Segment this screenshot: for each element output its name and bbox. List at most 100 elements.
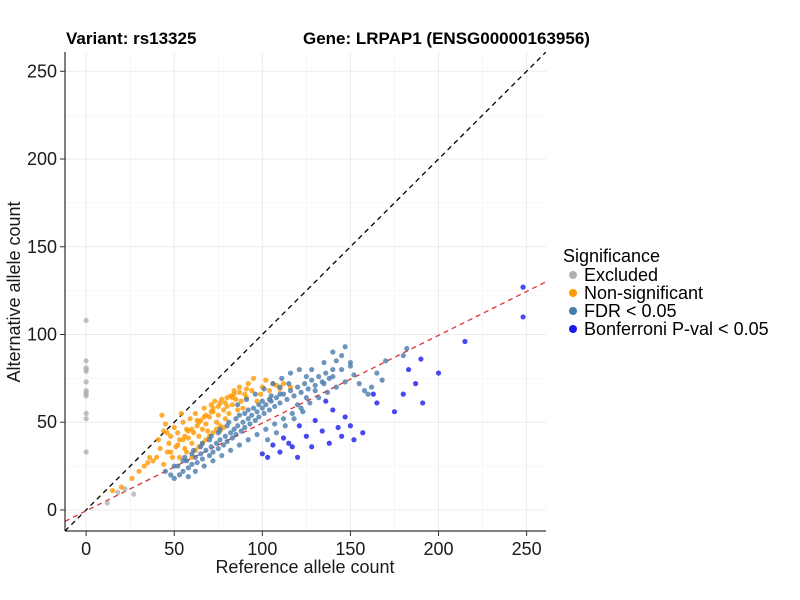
x-tick-label: 250: [512, 539, 542, 559]
point-non-significant: [169, 454, 176, 460]
point-non-significant: [203, 412, 209, 418]
y-axis-title: Alternative allele count: [4, 201, 24, 382]
point-non-significant: [171, 424, 177, 431]
point-non-significant: [235, 407, 241, 413]
point-fdr-0-05: [250, 405, 257, 411]
point-fdr-0-05: [168, 472, 174, 478]
point-non-significant: [224, 395, 230, 401]
legend-key: [569, 307, 577, 315]
point-non-significant: [183, 449, 190, 455]
point-bonferroni-p-val-0-05: [520, 314, 526, 320]
y-tick-label: 250: [27, 61, 57, 81]
point-fdr-0-05: [226, 419, 232, 425]
point-fdr-0-05: [330, 373, 336, 380]
point-non-significant: [180, 419, 186, 425]
point-fdr-0-05: [215, 445, 221, 452]
point-bonferroni-p-val-0-05: [374, 400, 380, 406]
point-non-significant: [226, 410, 232, 417]
point-fdr-0-05: [217, 426, 223, 432]
point-non-significant: [192, 410, 198, 417]
point-bonferroni-p-val-0-05: [309, 444, 315, 450]
point-non-significant: [240, 405, 246, 411]
point-fdr-0-05: [305, 386, 311, 392]
point-excluded: [115, 489, 121, 495]
point-fdr-0-05: [282, 423, 288, 429]
point-fdr-0-05: [277, 384, 283, 390]
point-fdr-0-05: [289, 410, 295, 417]
point-fdr-0-05: [365, 391, 371, 397]
point-fdr-0-05: [224, 438, 230, 445]
point-fdr-0-05: [263, 426, 269, 432]
point-non-significant: [249, 388, 255, 394]
point-fdr-0-05: [312, 382, 318, 388]
point-non-significant: [118, 484, 124, 490]
point-non-significant: [189, 440, 195, 446]
point-fdr-0-05: [303, 395, 309, 401]
point-fdr-0-05: [273, 395, 280, 401]
point-fdr-0-05: [303, 373, 309, 380]
point-fdr-0-05: [261, 386, 267, 392]
point-fdr-0-05: [330, 366, 336, 373]
point-bonferroni-p-val-0-05: [280, 435, 287, 441]
point-bonferroni-p-val-0-05: [520, 284, 526, 290]
point-bonferroni-p-val-0-05: [420, 400, 426, 406]
point-fdr-0-05: [321, 359, 327, 366]
point-fdr-0-05: [323, 370, 329, 376]
point-fdr-0-05: [182, 454, 188, 460]
point-fdr-0-05: [236, 442, 243, 448]
point-non-significant: [182, 433, 188, 439]
point-excluded: [83, 449, 89, 455]
point-fdr-0-05: [296, 366, 302, 373]
point-fdr-0-05: [302, 381, 308, 387]
point-fdr-0-05: [191, 447, 197, 453]
point-fdr-0-05: [272, 421, 278, 427]
point-fdr-0-05: [242, 410, 248, 417]
point-non-significant: [243, 386, 250, 392]
point-bonferroni-p-val-0-05: [400, 391, 406, 397]
point-non-significant: [162, 421, 169, 427]
point-fdr-0-05: [330, 349, 336, 355]
y-tick-label: 50: [37, 412, 57, 432]
legend-label: Non-significant: [584, 283, 703, 303]
point-fdr-0-05: [291, 393, 297, 399]
point-non-significant: [222, 400, 228, 406]
x-tick-label: 200: [424, 539, 454, 559]
point-fdr-0-05: [219, 452, 225, 459]
legend-label: Excluded: [584, 265, 658, 285]
point-non-significant: [212, 398, 218, 404]
point-fdr-0-05: [210, 458, 216, 464]
point-non-significant: [164, 430, 170, 436]
point-bonferroni-p-val-0-05: [259, 451, 265, 457]
point-fdr-0-05: [404, 345, 410, 352]
y-axis-ticks: 0 50 100 150 200 250: [27, 61, 65, 520]
point-bonferroni-p-val-0-05: [339, 433, 345, 439]
point-non-significant: [213, 419, 220, 425]
point-fdr-0-05: [259, 398, 265, 404]
point-fdr-0-05: [368, 384, 375, 390]
point-non-significant: [215, 412, 221, 418]
point-fdr-0-05: [361, 388, 368, 394]
point-fdr-0-05: [171, 463, 177, 469]
data-points: [83, 284, 526, 506]
point-non-significant: [210, 405, 216, 411]
y-tick-label: 150: [27, 237, 57, 257]
point-non-significant: [199, 426, 206, 432]
point-non-significant: [157, 445, 163, 452]
point-fdr-0-05: [245, 407, 251, 413]
point-non-significant: [161, 461, 167, 467]
point-fdr-0-05: [294, 402, 301, 408]
point-fdr-0-05: [291, 416, 297, 422]
point-fdr-0-05: [231, 426, 237, 432]
point-non-significant: [187, 416, 193, 422]
point-non-significant: [203, 421, 209, 427]
point-bonferroni-p-val-0-05: [330, 407, 336, 413]
point-fdr-0-05: [254, 431, 260, 438]
point-fdr-0-05: [243, 396, 250, 403]
point-fdr-0-05: [347, 359, 354, 366]
point-fdr-0-05: [356, 381, 362, 387]
point-bonferroni-p-val-0-05: [294, 454, 301, 460]
point-non-significant: [196, 433, 202, 439]
point-non-significant: [176, 454, 183, 460]
point-bonferroni-p-val-0-05: [296, 423, 302, 429]
point-non-significant: [166, 440, 172, 446]
